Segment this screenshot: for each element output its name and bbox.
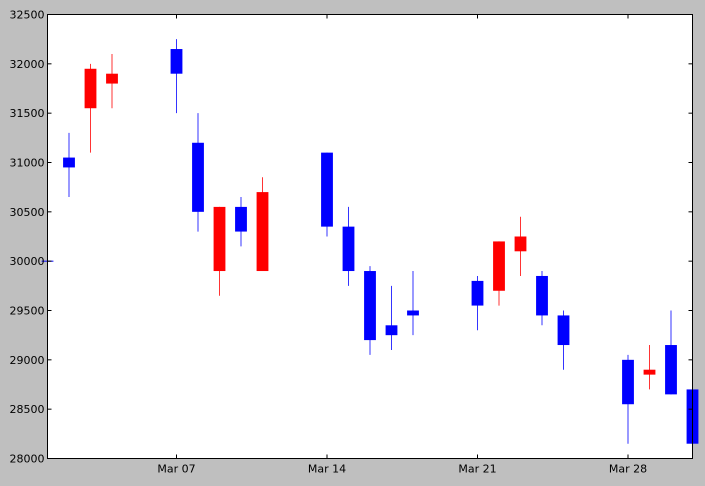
y-tick-label: 32000 xyxy=(10,58,45,71)
candles-layer xyxy=(41,39,699,459)
candle-body xyxy=(643,369,656,375)
candle-body xyxy=(665,345,677,395)
candle xyxy=(192,113,204,232)
plot-frame xyxy=(47,14,693,459)
y-tick-label: 31000 xyxy=(10,157,45,170)
candle-body xyxy=(385,325,398,336)
candle xyxy=(342,206,355,286)
candle xyxy=(622,354,634,444)
candle-body xyxy=(471,280,484,306)
y-tick-label: 29000 xyxy=(10,354,45,367)
candle xyxy=(493,241,505,306)
candle-body xyxy=(622,359,634,405)
candle-body xyxy=(514,236,527,252)
y-tick-label: 32500 xyxy=(10,9,45,22)
candle-body xyxy=(63,157,75,168)
candle-body xyxy=(235,206,247,232)
candle-body xyxy=(493,241,505,291)
candle xyxy=(471,275,484,331)
candle-body xyxy=(192,142,204,212)
candle-body xyxy=(106,73,118,84)
plot-area xyxy=(47,14,693,459)
candle-body xyxy=(536,275,548,316)
x-axis: Mar 07 Mar 14 Mar 21 Mar 28 xyxy=(157,14,647,476)
candle xyxy=(106,53,118,109)
candle xyxy=(364,266,376,355)
candle-body xyxy=(364,271,376,341)
candle xyxy=(63,132,75,198)
candle-body xyxy=(342,226,355,272)
candle xyxy=(557,310,570,370)
candle xyxy=(536,271,548,326)
y-tick-label: 30500 xyxy=(10,206,45,219)
candle xyxy=(643,345,656,390)
candle xyxy=(665,310,677,395)
candle-body xyxy=(84,68,97,109)
candle xyxy=(84,63,97,153)
x-tick-label: Mar 14 xyxy=(308,463,346,476)
candle-body xyxy=(557,315,570,346)
candle xyxy=(321,152,333,237)
x-tick-label: Mar 21 xyxy=(458,463,496,476)
candle-body xyxy=(256,192,269,272)
x-tick-label: Mar 28 xyxy=(609,463,647,476)
x-tick-label: Mar 07 xyxy=(157,463,195,476)
candle xyxy=(256,177,269,272)
candle xyxy=(170,39,183,114)
candle-body xyxy=(170,49,183,74)
y-tick-label: 30000 xyxy=(10,255,45,268)
candle xyxy=(514,216,527,276)
candle xyxy=(213,206,226,296)
candle xyxy=(235,197,247,247)
candle-body xyxy=(321,152,333,227)
candle xyxy=(407,271,419,336)
y-tick-label: 31500 xyxy=(10,107,45,120)
y-axis: 28000 28500 29000 29500 30000 30500 31000 31500… xyxy=(10,9,693,466)
candle-body xyxy=(407,310,419,316)
candle-body xyxy=(213,206,226,272)
y-tick-label: 28500 xyxy=(10,403,45,416)
candle xyxy=(385,285,398,350)
y-tick-label: 28000 xyxy=(10,453,45,466)
y-tick-label: 29500 xyxy=(10,305,45,318)
